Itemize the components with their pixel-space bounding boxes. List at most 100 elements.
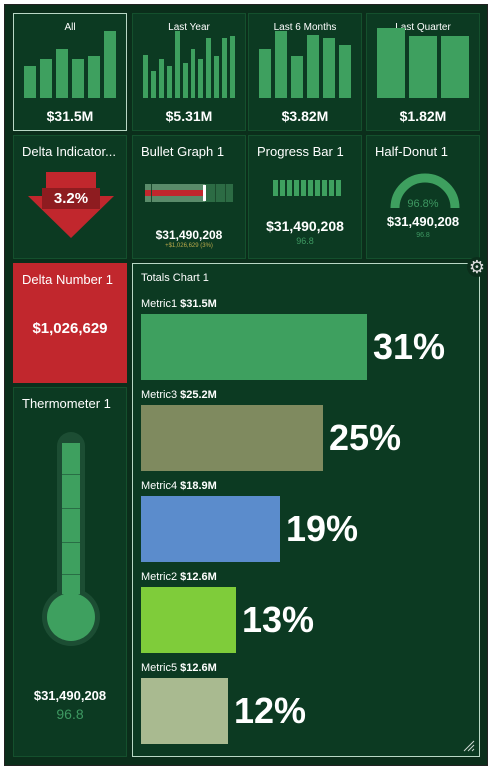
tile-title: Half-Donut 1 bbox=[375, 144, 448, 159]
bullet-delta: +$1,026,629 (3%) bbox=[165, 243, 213, 249]
metric-percent: 13% bbox=[242, 599, 315, 640]
mini-bar bbox=[206, 38, 212, 98]
metric-label: Metric3 $25.2M bbox=[141, 389, 217, 401]
tile-label: Last 6 Months bbox=[273, 22, 337, 33]
mini-bar bbox=[323, 38, 335, 98]
mini-bar bbox=[174, 31, 180, 98]
totals-chart-tile[interactable]: Totals Chart 1 Metric1 $31.5M 31% Metric3 … bbox=[132, 263, 480, 757]
metric-label: Metric1 $31.5M bbox=[141, 298, 217, 310]
progress-segment bbox=[308, 180, 313, 196]
mini-bar bbox=[441, 36, 469, 98]
delta-number-value: $1,026,629 bbox=[32, 320, 108, 337]
mini-bar bbox=[339, 45, 351, 98]
mini-bar bbox=[409, 36, 437, 98]
progress-bar bbox=[273, 180, 341, 196]
tile-title: Bullet Graph 1 bbox=[141, 144, 225, 159]
delta-percent: 3.2% bbox=[42, 188, 100, 209]
resize-handle-icon[interactable] bbox=[463, 740, 475, 752]
tile-label: Last Quarter bbox=[395, 22, 451, 33]
tile-last-year[interactable]: Last Year $5.31M bbox=[132, 13, 246, 131]
metric-bar[interactable] bbox=[141, 314, 367, 380]
tile-title: Progress Bar 1 bbox=[257, 144, 344, 159]
mini-bar bbox=[275, 31, 287, 98]
tile-label: All bbox=[64, 22, 76, 33]
metric-percent: 19% bbox=[286, 508, 359, 549]
mini-bar-chart bbox=[24, 28, 116, 98]
mini-bar bbox=[72, 59, 84, 98]
gear-icon[interactable]: ⚙ bbox=[467, 257, 487, 277]
bullet-graph-tile[interactable]: Bullet Graph 1 $31,490,208 +$1,026,629 (… bbox=[132, 135, 246, 259]
bullet-graph bbox=[145, 184, 233, 202]
tile-value: $1.82M bbox=[399, 108, 447, 124]
mini-bar bbox=[214, 56, 220, 98]
progress-segment bbox=[336, 180, 341, 196]
progress-segment bbox=[287, 180, 292, 196]
mini-bar bbox=[158, 59, 164, 98]
progress-segment bbox=[301, 180, 306, 196]
metric-label: Metric2 $12.6M bbox=[141, 571, 217, 583]
tile-value: $3.82M bbox=[281, 108, 329, 124]
mini-bar bbox=[198, 59, 204, 98]
metric-bar[interactable] bbox=[141, 405, 323, 471]
mini-bar bbox=[291, 56, 303, 98]
mini-bar-chart bbox=[143, 28, 236, 98]
metric-bar[interactable] bbox=[141, 587, 236, 653]
mini-bar bbox=[40, 59, 52, 98]
mini-bar bbox=[166, 66, 172, 98]
mini-bar bbox=[307, 35, 319, 98]
mini-bar-chart bbox=[377, 28, 469, 98]
tile-last-6-months[interactable]: Last 6 Months $3.82M bbox=[248, 13, 362, 131]
mini-bar bbox=[230, 36, 236, 98]
mini-bar bbox=[143, 55, 148, 98]
mini-bar bbox=[88, 56, 100, 98]
mini-bar-chart bbox=[259, 28, 351, 98]
metric-percent: 12% bbox=[234, 690, 307, 731]
tile-label: Last Year bbox=[168, 22, 210, 33]
half-donut-sub: 96.8 bbox=[416, 232, 430, 239]
progress-sub: 96.8 bbox=[296, 236, 314, 246]
progress-segment bbox=[315, 180, 320, 196]
half-donut-percent: 96.8% bbox=[407, 198, 439, 210]
mini-bar bbox=[190, 49, 196, 98]
tile-title: Delta Number 1 bbox=[22, 272, 114, 287]
bullet-value: $31,490,208 bbox=[155, 228, 223, 242]
mini-bar bbox=[222, 38, 228, 98]
tile-value: $31.5M bbox=[46, 108, 94, 124]
metric-percent: 31% bbox=[373, 326, 446, 367]
dashboard-frame: All $31.5M Last Year $5.31M Last 6 Month… bbox=[4, 4, 488, 766]
metric-bar[interactable] bbox=[141, 678, 228, 744]
thermometer-tile[interactable]: Thermometer 1 $31,490,208 96.8 bbox=[13, 387, 127, 757]
metric-label: Metric4 $18.9M bbox=[141, 480, 217, 492]
thermometer-value: $31,490,208 bbox=[33, 688, 107, 703]
progress-bar-tile[interactable]: Progress Bar 1 $31,490,208 96.8 bbox=[248, 135, 362, 259]
tile-title: Thermometer 1 bbox=[22, 396, 111, 411]
mini-bar bbox=[377, 28, 405, 98]
tile-last-quarter[interactable]: Last Quarter $1.82M bbox=[366, 13, 480, 131]
metric-label: Metric5 $12.6M bbox=[141, 662, 217, 674]
mini-bar bbox=[24, 66, 36, 98]
mini-bar bbox=[182, 63, 188, 98]
half-donut-value: $31,490,208 bbox=[386, 214, 460, 229]
thermometer-sub: 96.8 bbox=[56, 706, 84, 722]
progress-segment bbox=[273, 180, 278, 196]
tile-title: Totals Chart 1 bbox=[141, 272, 209, 284]
delta-indicator-tile[interactable]: Delta Indicator... 3.2% bbox=[13, 135, 127, 259]
half-donut-gauge bbox=[390, 173, 460, 209]
progress-value: $31,490,208 bbox=[266, 218, 344, 234]
progress-segment bbox=[280, 180, 285, 196]
progress-segment bbox=[294, 180, 299, 196]
progress-segment bbox=[322, 180, 327, 196]
progress-segment bbox=[329, 180, 334, 196]
half-donut-tile[interactable]: Half-Donut 1 96.8% $31,490,208 96.8 bbox=[366, 135, 480, 259]
mini-bar bbox=[104, 31, 116, 98]
thermometer-gauge bbox=[14, 388, 126, 756]
delta-number-tile[interactable]: Delta Number 1 $1,026,629 bbox=[13, 263, 127, 383]
tile-value: $5.31M bbox=[165, 108, 213, 124]
metric-percent: 25% bbox=[329, 417, 402, 458]
mini-bar bbox=[150, 71, 156, 98]
mini-bar bbox=[56, 49, 68, 98]
tile-title: Delta Indicator... bbox=[22, 144, 116, 159]
metric-bar[interactable] bbox=[141, 496, 280, 562]
tile-all[interactable]: All $31.5M bbox=[13, 13, 127, 131]
mini-bar bbox=[259, 49, 271, 98]
